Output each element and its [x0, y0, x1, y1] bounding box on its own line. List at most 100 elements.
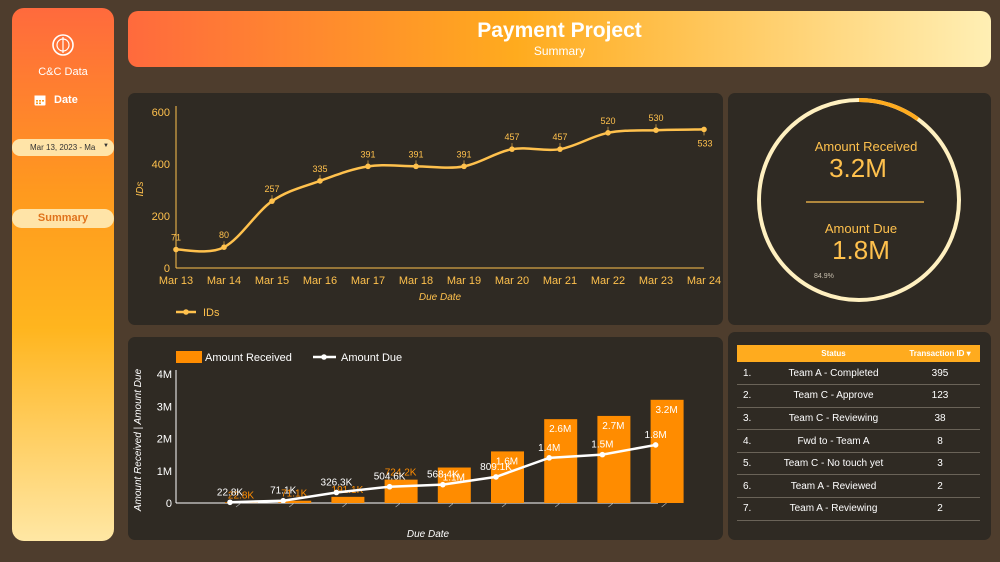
row-index: 1.	[737, 362, 767, 386]
due-value: 1.8M	[832, 235, 890, 265]
x-tick	[554, 502, 561, 508]
x-tick	[608, 502, 614, 508]
amount-received-label: 1.6M	[496, 456, 518, 467]
ids-data-label: 80	[219, 230, 229, 240]
brand-name: C&C Data	[38, 66, 88, 78]
row-count: 38	[900, 407, 980, 431]
x-tick	[342, 502, 348, 508]
ids-data-label: 335	[312, 164, 327, 174]
gauge-track	[757, 98, 961, 302]
legend-due-label: Amount Due	[341, 352, 402, 364]
ids-data-label: 520	[600, 116, 615, 126]
header-transaction-id[interactable]: Transaction ID ▾	[900, 345, 980, 362]
row-status: Team A - Reviewing	[767, 497, 900, 521]
nav-summary-button[interactable]: Summary	[12, 209, 114, 228]
row-index: 5.	[737, 452, 767, 476]
x-tick-label: Mar 23	[639, 275, 673, 287]
percent-label: 84.9%	[814, 273, 834, 280]
row-index: 4.	[737, 429, 767, 453]
amount-due-point[interactable]	[652, 442, 659, 448]
amount-due-point[interactable]	[493, 474, 499, 480]
ids-data-label: 391	[456, 149, 471, 159]
amount-due-point[interactable]	[333, 489, 340, 496]
amount-due-label: 22.8K	[217, 487, 243, 498]
date-filter-label: Date	[34, 94, 78, 106]
x-tick	[235, 502, 242, 508]
amount-received-label: 71.1K	[281, 489, 307, 500]
amount-due-point[interactable]	[599, 451, 606, 458]
row-count: 3	[900, 452, 980, 476]
row-index: 3.	[737, 407, 767, 431]
amount-due-label: 568.4K	[427, 470, 459, 481]
amount-due-point[interactable]	[386, 483, 393, 490]
date-range-select[interactable]: Mar 13, 2023 - Ma ▼	[12, 139, 114, 156]
ids-point[interactable]	[557, 146, 563, 152]
ids-data-label: 257	[264, 184, 279, 194]
ids-data-label: 457	[504, 132, 519, 142]
ids-data-label: 391	[360, 149, 375, 159]
ids-point[interactable]	[317, 178, 323, 184]
ids-data-label: 71	[171, 233, 181, 243]
legend-ids-label: IDs	[203, 307, 220, 319]
row-status: Team C - Reviewing	[767, 407, 900, 431]
row-status: Team A - Completed	[767, 362, 900, 386]
amount-due-label: 1.4M	[538, 443, 560, 454]
row-status: Team C - No touch yet	[767, 452, 900, 476]
x-tick-label: Mar 17	[351, 275, 385, 287]
date-label-text: Date	[54, 94, 78, 106]
amount-received-label: 2.7M	[602, 421, 624, 432]
gauge-fill	[757, 98, 961, 302]
amount-received-bar[interactable]	[278, 500, 312, 503]
header-index	[737, 345, 767, 362]
amount-received-bar[interactable]	[650, 399, 684, 503]
y-tick-label: 4M	[157, 369, 172, 381]
logo-icon	[52, 34, 74, 56]
row-status: Team C - Approve	[767, 384, 900, 408]
table-row: 6. Team A - Reviewed 2	[737, 474, 980, 499]
received-label: Amount Received	[815, 139, 918, 154]
ids-data-label: 457	[552, 132, 567, 142]
ids-data-label: 530	[648, 113, 663, 123]
amount-due-point[interactable]	[227, 499, 233, 506]
ids-point[interactable]	[221, 244, 227, 250]
x-tick	[501, 502, 508, 508]
amount-received-bar[interactable]	[544, 419, 578, 503]
table-row: 5. Team C - No touch yet 3	[737, 452, 980, 476]
row-count: 395	[900, 362, 980, 386]
ids-point[interactable]	[653, 127, 659, 133]
ids-point[interactable]	[461, 163, 467, 170]
amount-due-point[interactable]	[546, 455, 552, 461]
ids-point[interactable]	[413, 163, 419, 170]
amount-gauge-panel: Amount Received 3.2M Amount Due 1.8M 84.…	[728, 93, 991, 325]
row-index: 6.	[737, 474, 767, 499]
amount-combo-chart-panel: 0 1M 2M 3M 4M Due Date Amount Received | Amoun…	[128, 337, 723, 540]
amount-due-point[interactable]	[280, 497, 286, 504]
ids-point[interactable]	[509, 146, 515, 152]
amount-received-label: 22.8K	[228, 490, 254, 501]
amount-received-bar[interactable]	[597, 415, 631, 503]
x-tick	[661, 502, 667, 508]
amount-combo-chart: 0 1M 2M 3M 4M Due Date Amount Received | Amoun…	[133, 351, 684, 540]
amount-received-bar[interactable]	[384, 479, 418, 503]
ids-data-label: 533	[697, 138, 712, 148]
x-tick-label: Mar 18	[399, 275, 433, 287]
x-tick-label: Mar 21	[543, 275, 577, 287]
x-tick-label: Mar 24	[687, 275, 721, 287]
row-status: Team A - Reviewed	[767, 474, 900, 499]
date-range-value: Mar 13, 2023 - Ma	[30, 143, 96, 152]
amount-due-point[interactable]	[440, 481, 446, 488]
ids-point[interactable]	[365, 163, 371, 170]
row-count: 8	[900, 429, 980, 453]
header-status[interactable]: Status	[767, 345, 900, 362]
amount-received-label: 2.6M	[549, 424, 571, 435]
ids-point[interactable]	[605, 130, 611, 136]
ids-point[interactable]	[173, 246, 179, 253]
x-tick-label: Mar 19	[447, 275, 481, 287]
status-table: Status Transaction ID ▾ 1. Team A - Compl…	[737, 345, 980, 521]
amount-received-bar[interactable]	[331, 496, 365, 503]
table-row: 3. Team C - Reviewing 38	[737, 407, 980, 431]
amount-due-label: 326.3K	[321, 477, 353, 488]
row-status: Fwd to - Team A	[767, 429, 900, 453]
ids-point[interactable]	[269, 198, 275, 204]
